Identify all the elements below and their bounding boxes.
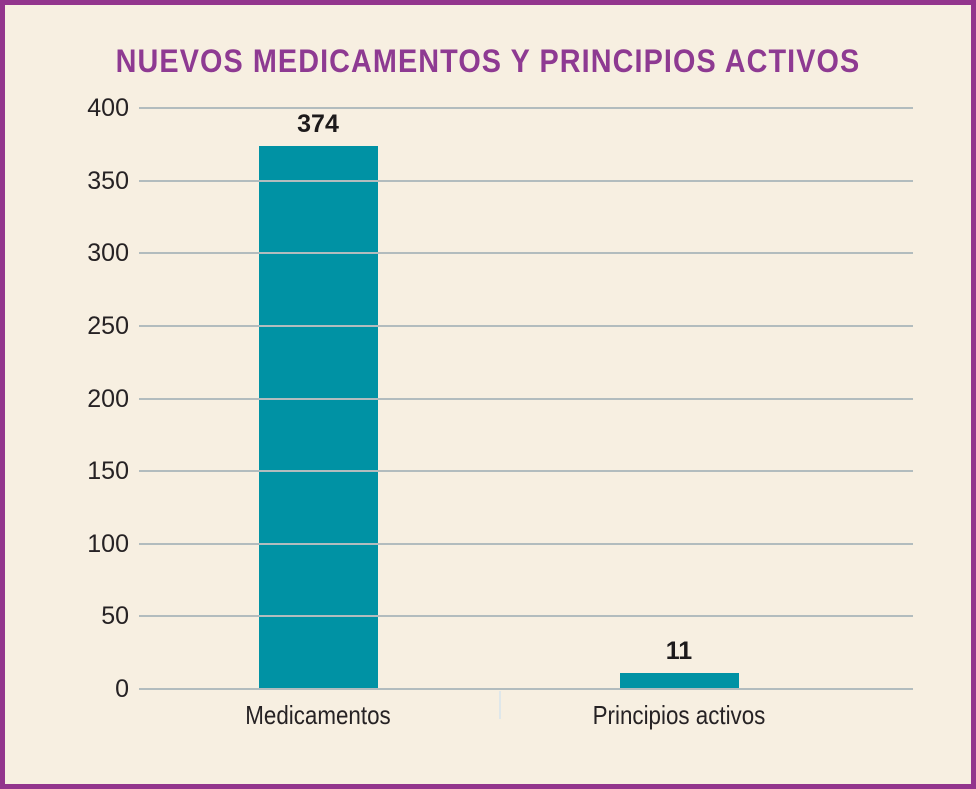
bar-medicamentos — [258, 146, 378, 689]
gridline-350 — [139, 179, 913, 182]
chart-title: NUEVOS MEDICAMENTOS Y PRINCIPIOS ACTIVOS — [115, 43, 861, 79]
gridline-50 — [139, 615, 913, 618]
y-axis-tick-label: 200 — [87, 384, 129, 413]
gridline-250 — [139, 324, 913, 327]
x-axis-category-label: Medicamentos — [245, 700, 391, 730]
gridline-300 — [139, 252, 913, 255]
y-axis-tick-label: 150 — [87, 457, 129, 486]
gridline-150 — [139, 470, 913, 473]
bar-value-label: 11 — [665, 637, 693, 665]
gridline-100 — [139, 542, 913, 545]
x-axis-category-divider-tick — [499, 691, 501, 719]
plot-area — [139, 107, 913, 690]
y-axis-tick-label: 300 — [87, 239, 129, 268]
y-axis-tick-label: 50 — [101, 602, 129, 631]
gridline-400 — [139, 107, 913, 109]
gridline-0 — [139, 688, 913, 690]
x-axis-category-label: Principios activos — [592, 700, 766, 730]
y-axis-tick-label: 0 — [115, 675, 129, 703]
y-axis-tick-label: 400 — [87, 94, 129, 122]
gridline-200 — [139, 397, 913, 400]
bar-principios-activos — [619, 673, 739, 689]
y-axis-tick-label: 350 — [87, 166, 129, 195]
y-axis-tick-label: 250 — [87, 311, 129, 340]
y-axis-tick-label: 100 — [87, 529, 129, 558]
bar-value-label: 374 — [297, 110, 339, 138]
